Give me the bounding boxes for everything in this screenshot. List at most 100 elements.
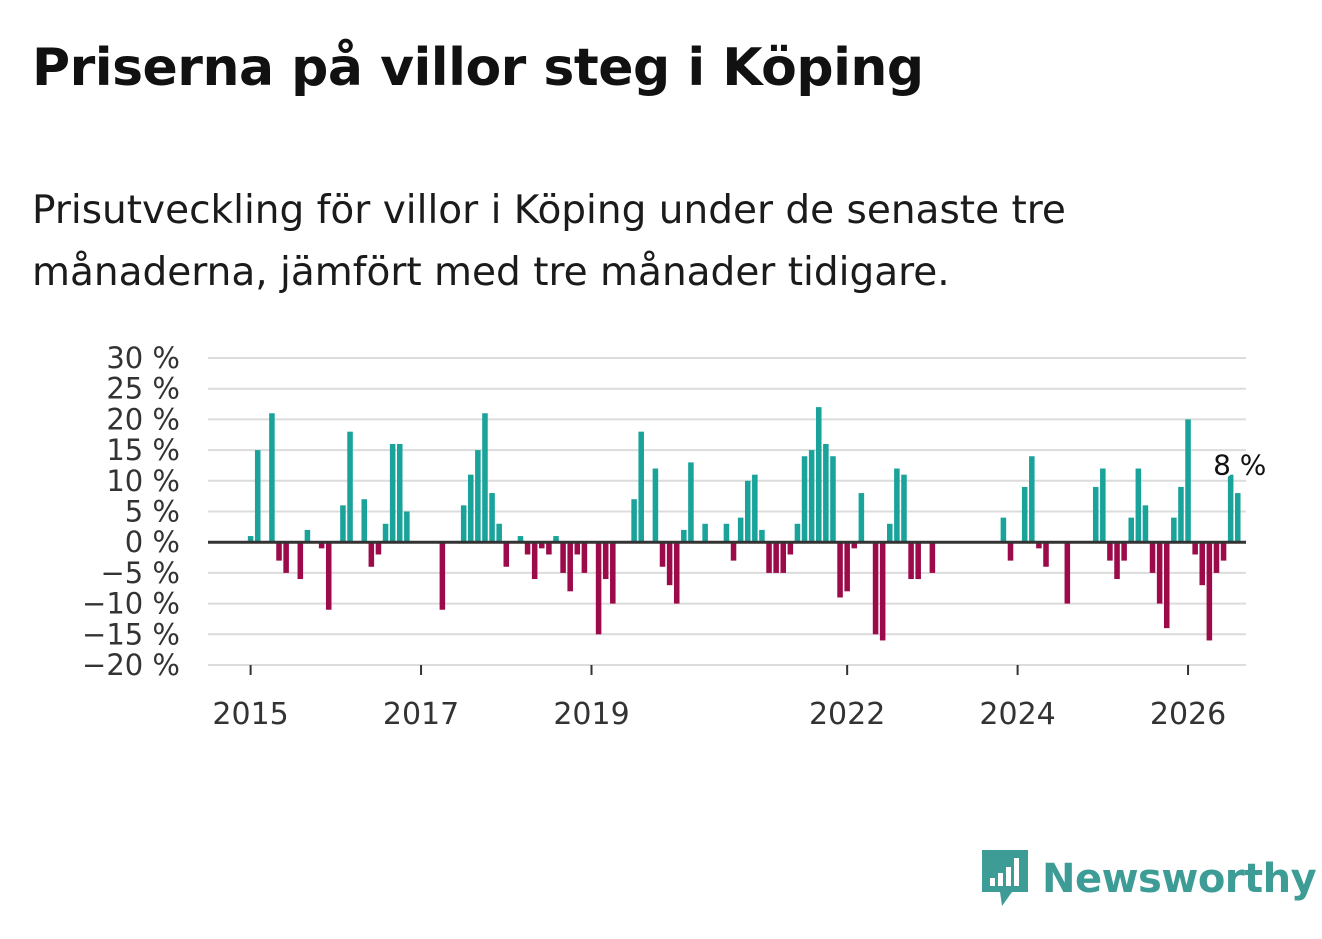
x-tick-label: 2019 bbox=[553, 697, 629, 732]
bar bbox=[1199, 542, 1206, 586]
bar bbox=[666, 542, 673, 586]
bar bbox=[1121, 542, 1127, 561]
bar bbox=[276, 542, 282, 561]
x-tick-label: 2024 bbox=[979, 697, 1055, 732]
bar bbox=[894, 468, 900, 543]
bar bbox=[560, 542, 566, 573]
bar bbox=[460, 505, 467, 543]
bar bbox=[844, 542, 850, 592]
bar bbox=[368, 542, 375, 567]
bar bbox=[475, 450, 481, 543]
bar bbox=[702, 523, 708, 543]
bar bbox=[815, 407, 822, 543]
bar bbox=[382, 523, 389, 543]
bar bbox=[340, 505, 346, 543]
bar bbox=[482, 413, 488, 543]
x-tick-label: 2026 bbox=[1150, 697, 1226, 732]
bar bbox=[318, 542, 325, 549]
bar bbox=[1064, 542, 1071, 604]
bar bbox=[787, 542, 794, 555]
bar bbox=[1135, 468, 1142, 543]
bar bbox=[553, 536, 559, 543]
bar bbox=[631, 499, 637, 543]
bar bbox=[1007, 542, 1014, 561]
bar bbox=[759, 529, 765, 543]
bar bbox=[304, 529, 311, 543]
bar bbox=[489, 493, 495, 543]
bar bbox=[723, 523, 730, 543]
bar bbox=[794, 523, 801, 543]
bar-chart: 30 %25 %20 %15 %10 %5 %0 %−5 %−10 %−15 %… bbox=[82, 341, 1269, 732]
bar bbox=[673, 542, 680, 604]
y-tick-label: −5 % bbox=[100, 556, 180, 590]
bar bbox=[396, 443, 403, 543]
chart-subtitle: Prisutveckling för villor i Köping under… bbox=[32, 188, 1066, 295]
newsworthy-logo: Newsworthy bbox=[980, 848, 1317, 910]
bar bbox=[503, 542, 510, 567]
x-axis: 2015 2017 2019 2022 2024 2026 bbox=[208, 664, 1246, 732]
bar bbox=[1171, 517, 1177, 543]
bar bbox=[730, 542, 737, 561]
bar bbox=[872, 542, 879, 635]
bar bbox=[1178, 486, 1184, 543]
bar bbox=[837, 542, 843, 598]
bar bbox=[361, 499, 368, 543]
bar bbox=[652, 468, 659, 543]
bar bbox=[1128, 517, 1135, 543]
y-tick-label: −10 % bbox=[82, 587, 180, 621]
bar bbox=[1100, 468, 1106, 543]
bar bbox=[581, 542, 588, 573]
bar bbox=[574, 542, 581, 555]
bar bbox=[1092, 486, 1099, 543]
y-tick-label: 5 % bbox=[125, 495, 180, 529]
x-tick-label: 2015 bbox=[212, 697, 288, 732]
bar bbox=[1213, 542, 1220, 573]
bar bbox=[1220, 542, 1227, 561]
x-tick-label: 2022 bbox=[809, 697, 885, 732]
y-tick-label: −15 % bbox=[82, 617, 180, 651]
bar bbox=[1163, 542, 1170, 629]
bar bbox=[681, 529, 687, 543]
y-tick-label: 25 % bbox=[106, 372, 180, 406]
bar bbox=[830, 456, 836, 543]
bar bbox=[851, 542, 858, 549]
bar bbox=[595, 542, 602, 635]
bar bbox=[1206, 542, 1213, 641]
bar bbox=[752, 474, 758, 543]
bar bbox=[780, 542, 787, 573]
bar bbox=[688, 462, 694, 543]
y-tick-label: 20 % bbox=[106, 402, 180, 436]
y-tick-label: 15 % bbox=[106, 433, 180, 467]
bar bbox=[517, 536, 524, 543]
bar-chart-speech-bubble-icon bbox=[982, 850, 1028, 906]
bar bbox=[929, 542, 936, 573]
bar bbox=[1227, 474, 1234, 543]
bar bbox=[1142, 505, 1149, 543]
chart-title: Priserna på villor steg i Köping bbox=[32, 38, 924, 98]
y-tick-label: 0 % bbox=[125, 525, 180, 559]
bar bbox=[638, 431, 644, 543]
bar bbox=[254, 450, 261, 543]
y-tick-label: 30 % bbox=[106, 341, 180, 375]
bar bbox=[539, 542, 545, 549]
x-tick-label: 2017 bbox=[383, 697, 459, 732]
bar bbox=[744, 480, 751, 543]
bar bbox=[247, 536, 254, 543]
bar bbox=[375, 542, 382, 555]
bar bbox=[858, 493, 865, 543]
bar bbox=[1114, 542, 1120, 580]
bar bbox=[1029, 456, 1035, 543]
bar bbox=[404, 511, 410, 543]
bar bbox=[659, 542, 666, 567]
bar bbox=[1043, 542, 1049, 567]
bar bbox=[325, 542, 332, 610]
bar bbox=[524, 542, 531, 555]
bar bbox=[887, 523, 893, 543]
bar bbox=[283, 542, 289, 573]
bar bbox=[610, 542, 616, 604]
bar bbox=[766, 542, 772, 573]
logo-text: Newsworthy bbox=[1042, 856, 1317, 902]
bar bbox=[908, 542, 914, 580]
annotation: 8 % bbox=[1210, 446, 1269, 485]
bar bbox=[1234, 493, 1241, 543]
